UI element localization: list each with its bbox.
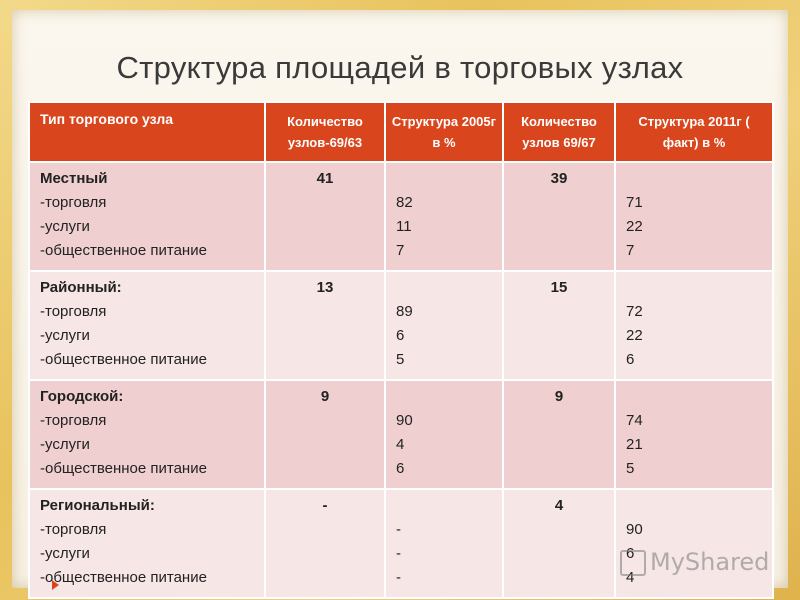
cell-structure-2005: 89 6 5	[384, 270, 504, 381]
structure-2005-value: 4	[396, 436, 405, 453]
node-type-item: -услуги	[40, 545, 90, 562]
structure-2005-value: 11	[396, 218, 412, 235]
structure-2005-value: 6	[396, 460, 405, 477]
cell-node-type: Региональный: -торговля -услуги -общественн…	[28, 488, 266, 599]
cell-structure-2011: 71 22 7	[614, 161, 774, 272]
spacer	[626, 276, 764, 300]
cell-count-2011: 9	[502, 379, 616, 490]
node-type-item: -торговля	[40, 521, 107, 538]
cell-node-type: Районный: -торговля -услуги -общественное п…	[28, 270, 266, 381]
count-2005-value: 41	[316, 170, 334, 187]
cell-count-2005: -	[264, 488, 386, 599]
node-type-item: -услуги	[40, 327, 90, 344]
cell-count-2005: 13	[264, 270, 386, 381]
watermark: MyShared	[620, 548, 769, 576]
structure-2005-value: -	[396, 545, 401, 562]
spacer	[396, 276, 494, 300]
cell-structure-2011: 90 6 4	[614, 488, 774, 599]
structure-2011-value: 6	[626, 545, 635, 562]
structure-2005-value: 90	[396, 412, 413, 429]
table-row: Местный -торговля -услуги -общественное пит…	[28, 161, 774, 272]
structure-2011-value: 71	[626, 194, 643, 211]
spacer	[396, 167, 494, 191]
node-type-item: -общественное питание	[40, 569, 207, 586]
structure-2005-value: 89	[396, 303, 413, 320]
node-type-item: -общественное питание	[40, 460, 207, 477]
spacer	[626, 494, 764, 518]
count-2011-value: 39	[550, 170, 568, 187]
count-2005-value: -	[322, 497, 328, 514]
structure-2011-value: 22	[626, 218, 643, 235]
cell-node-type: Городской: -торговля -услуги -общественное …	[28, 379, 266, 490]
node-type-name: Региональный:	[40, 497, 155, 514]
spacer	[626, 385, 764, 409]
node-type-item: -общественное питание	[40, 242, 207, 259]
header-count-2011: Количество узлов 69/67	[502, 101, 616, 163]
structure-2011-value: 21	[626, 436, 643, 453]
header-structure-2011: Структура 2011г ( факт) в %	[614, 101, 774, 163]
cell-node-type: Местный -торговля -услуги -общественное пит…	[28, 161, 266, 272]
table-row: Районный: -торговля -услуги -общественное п…	[28, 270, 774, 381]
structure-2011-value: 90	[626, 521, 643, 538]
header-count-2005: Количество узлов-69/63	[264, 101, 386, 163]
structure-2005-value: -	[396, 569, 401, 586]
cell-structure-2005: 82 11 7	[384, 161, 504, 272]
node-type-item: -торговля	[40, 412, 107, 429]
spacer	[626, 167, 764, 191]
node-type-item: -торговля	[40, 194, 107, 211]
spacer	[396, 385, 494, 409]
structure-2011-value: 7	[626, 242, 635, 259]
structure-2005-value: -	[396, 521, 401, 538]
cell-count-2005: 41	[264, 161, 386, 272]
header-structure-2005: Структура 2005г в %	[384, 101, 504, 163]
structure-2005-value: 82	[396, 194, 413, 211]
structure-2011-value: 5	[626, 460, 635, 477]
spacer	[396, 494, 494, 518]
cell-structure-2005: 90 4 6	[384, 379, 504, 490]
structure-2011-value: 74	[626, 412, 643, 429]
count-2011-value: 4	[554, 497, 564, 514]
table-row: Городской: -торговля -услуги -общественное …	[28, 379, 774, 490]
header-type: Тип торгового узла	[28, 101, 266, 163]
node-type-item: -услуги	[40, 218, 90, 235]
count-2011-value: 15	[550, 279, 568, 296]
slide-title: Структура площадей в торговых узлах	[116, 50, 684, 85]
cell-count-2011: 4	[502, 488, 616, 599]
node-type-name: Районный:	[40, 279, 122, 296]
watermark-text: MyShared	[650, 548, 770, 576]
structure-2011-value: 22	[626, 327, 643, 344]
table-row: Региональный: -торговля -услуги -общественн…	[28, 488, 774, 599]
structure-2005-value: 7	[396, 242, 405, 259]
data-table: Тип торгового узла Количество узлов-69/6…	[28, 101, 774, 599]
structure-2011-value: 6	[626, 351, 635, 368]
structure-2011-value: 72	[626, 303, 643, 320]
cell-structure-2005: - - -	[384, 488, 504, 599]
slide-frame: Структура площадей в торговых узлах Тип …	[12, 10, 788, 599]
cell-structure-2011: 74 21 5	[614, 379, 774, 490]
cell-count-2011: 39	[502, 161, 616, 272]
structure-2005-value: 5	[396, 351, 405, 368]
cell-count-2011: 15	[502, 270, 616, 381]
structure-2005-value: 6	[396, 327, 405, 344]
count-2011-value: 9	[554, 388, 564, 405]
node-type-name: Городской:	[40, 388, 124, 405]
node-type-item: -торговля	[40, 303, 107, 320]
cell-count-2005: 9	[264, 379, 386, 490]
count-2005-value: 9	[320, 388, 330, 405]
table-header-row: Тип торгового узла Количество узлов-69/6…	[28, 101, 774, 163]
presentation-icon	[620, 550, 646, 576]
arrow-icon	[52, 580, 59, 590]
structure-2011-value: 4	[626, 569, 635, 586]
node-type-item: -общественное питание	[40, 351, 207, 368]
node-type-name: Местный	[40, 170, 108, 187]
cell-structure-2011: 72 22 6	[614, 270, 774, 381]
count-2005-value: 13	[316, 279, 334, 296]
node-type-item: -услуги	[40, 436, 90, 453]
